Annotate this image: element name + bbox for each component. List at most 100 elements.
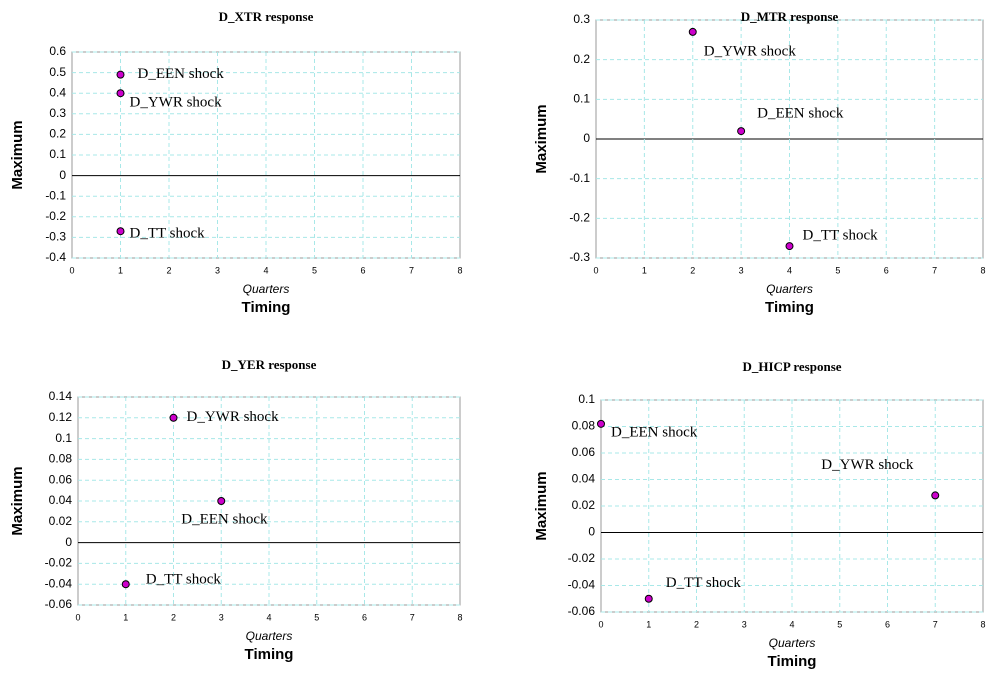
x-tick-label: 3 xyxy=(742,619,747,629)
x-tick-label: 3 xyxy=(739,265,744,275)
x-axis-sublabel: Quarters xyxy=(246,629,293,643)
point-label: D_YWR shock xyxy=(821,457,914,473)
point xyxy=(785,242,794,251)
y-tick-label: -0.04 xyxy=(568,578,596,592)
x-tick-label: 6 xyxy=(885,619,890,629)
x-axis-sublabel: Quarters xyxy=(243,282,290,296)
x-tick-label: 5 xyxy=(837,619,842,629)
x-tick-label: 6 xyxy=(362,612,367,622)
y-tick-label: 0 xyxy=(588,525,595,539)
x-tick-label: 1 xyxy=(642,265,647,275)
x-tick-label: 5 xyxy=(835,265,840,275)
y-tick-label: -0.04 xyxy=(45,576,73,590)
x-tick-label: 0 xyxy=(598,619,603,629)
x-tick-label: 4 xyxy=(789,619,794,629)
point xyxy=(116,70,125,79)
point xyxy=(931,491,940,500)
y-tick-label: 0.6 xyxy=(49,44,66,58)
x-tick-label: 7 xyxy=(932,265,937,275)
y-tick-label: 0.2 xyxy=(573,52,590,66)
x-tick-label: 7 xyxy=(410,612,415,622)
point-label: D_YWR shock xyxy=(187,409,280,425)
y-tick-label: 0.08 xyxy=(49,452,73,466)
y-tick-label: -0.3 xyxy=(569,250,590,264)
chart-title: D_XTR response xyxy=(219,9,314,24)
point xyxy=(597,419,605,428)
x-tick-label: 5 xyxy=(312,265,317,275)
point-label: D_TT shock xyxy=(666,575,742,591)
x-tick-label: 8 xyxy=(980,619,985,629)
y-tick-label: 0.3 xyxy=(573,12,590,26)
x-tick-label: 1 xyxy=(646,619,651,629)
x-axis-sublabel: Quarters xyxy=(766,282,813,296)
y-tick-label: 0.04 xyxy=(49,493,73,507)
point-label: D_EEN shock xyxy=(181,511,268,527)
y-tick-label: -0.02 xyxy=(568,551,596,565)
y-tick-label: -0.1 xyxy=(45,188,66,202)
y-tick-label: -0.3 xyxy=(45,230,66,244)
y-tick-label: 0.1 xyxy=(55,431,72,445)
x-axis-label: Timing xyxy=(768,653,817,670)
y-tick-label: 0.1 xyxy=(49,147,66,161)
x-tick-label: 6 xyxy=(884,265,889,275)
y-tick-label: 0.4 xyxy=(49,85,66,99)
y-tick-label: 0.04 xyxy=(572,472,596,486)
point xyxy=(688,27,697,36)
x-tick-label: 0 xyxy=(593,265,598,275)
y-tick-label: 0.5 xyxy=(49,65,66,79)
point-label: D_YWR shock xyxy=(130,95,223,111)
x-tick-label: 2 xyxy=(171,612,176,622)
x-tick-label: 3 xyxy=(215,265,220,275)
x-tick-label: 8 xyxy=(457,612,462,622)
x-tick-label: 1 xyxy=(123,612,128,622)
point xyxy=(121,580,130,589)
y-tick-label: 0 xyxy=(65,535,72,549)
x-tick-label: 8 xyxy=(980,265,985,275)
x-tick-label: 4 xyxy=(266,612,271,622)
y-tick-label: 0.02 xyxy=(572,498,596,512)
point xyxy=(116,89,125,98)
y-tick-label: -0.2 xyxy=(45,209,66,223)
y-tick-label: -0.06 xyxy=(45,597,73,611)
y-tick-label: -0.06 xyxy=(568,604,596,618)
point-label: D_EEN shock xyxy=(757,106,844,122)
x-tick-label: 5 xyxy=(314,612,319,622)
x-tick-label: 3 xyxy=(219,612,224,622)
y-tick-label: 0.3 xyxy=(49,106,66,120)
point-label: D_TT shock xyxy=(130,226,206,242)
y-tick-label: -0.02 xyxy=(45,556,73,570)
x-tick-label: 1 xyxy=(118,265,123,275)
chart-title: D_YER response xyxy=(222,357,317,372)
y-tick-label: 0.12 xyxy=(49,410,73,424)
point xyxy=(169,413,178,422)
x-tick-label: 4 xyxy=(787,265,792,275)
y-axis-label: Maximum xyxy=(533,471,550,540)
y-tick-label: 0.06 xyxy=(49,472,73,486)
y-tick-label: -0.4 xyxy=(45,250,66,264)
x-tick-label: 6 xyxy=(360,265,365,275)
x-tick-label: 2 xyxy=(690,265,695,275)
x-tick-label: 2 xyxy=(694,619,699,629)
y-tick-label: 0.2 xyxy=(49,127,66,141)
x-tick-label: 7 xyxy=(409,265,414,275)
point xyxy=(116,227,125,236)
point-label: D_EEN shock xyxy=(611,424,698,440)
y-axis-label: Maximum xyxy=(533,104,550,173)
x-tick-label: 2 xyxy=(166,265,171,275)
chart-title: D_HICP response xyxy=(742,359,841,374)
x-axis-label: Timing xyxy=(242,299,291,316)
point-label: D_TT shock xyxy=(146,572,222,588)
x-tick-label: 0 xyxy=(69,265,74,275)
point xyxy=(737,127,746,136)
y-tick-label: -0.1 xyxy=(569,171,590,185)
y-tick-label: 0 xyxy=(59,168,66,182)
y-tick-label: 0.02 xyxy=(49,514,73,528)
y-tick-label: 0.08 xyxy=(572,419,596,433)
point-label: D_TT shock xyxy=(803,228,879,244)
point-label: D_EEN shock xyxy=(138,66,225,82)
chart-title: D_MTR response xyxy=(741,9,839,24)
point xyxy=(217,497,226,505)
y-tick-label: 0.06 xyxy=(572,445,596,459)
